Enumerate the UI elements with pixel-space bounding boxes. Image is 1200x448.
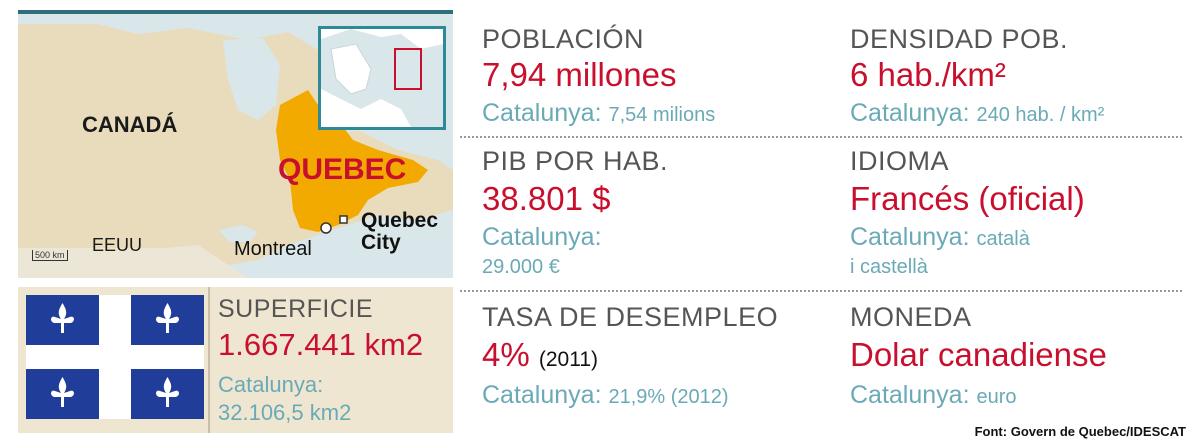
flag-quarter-bottom-left: [26, 369, 99, 419]
pib-value: 38.801 $: [482, 180, 611, 217]
poblacion-compare-value: 7,54 milions: [608, 104, 716, 126]
fleur-de-lis-icon: [156, 303, 179, 333]
densidad-compare: Catalunya: 240 hab. / km²: [850, 98, 1104, 130]
flag-panel: SUPERFICIE 1.667.441 km2 Catalunya: 32.1…: [18, 287, 453, 433]
moneda-compare: Catalunya: euro: [850, 380, 1017, 412]
moneda-title: MONEDA: [850, 302, 972, 332]
superficie-compare-value: 32.106,5 km2: [218, 400, 352, 425]
map-graphic: [18, 24, 453, 278]
label-quebec: QUEBEC: [278, 153, 407, 186]
locator-inset: [318, 26, 446, 130]
quebec-province: [276, 90, 428, 232]
label-eeuu: EEUU: [92, 235, 143, 255]
desempleo-title: TASA DE DESEMPLEO: [482, 302, 779, 332]
densidad-value: 6 hab./km²: [850, 56, 1006, 93]
source-credit: Font: Govern de Quebec/IDESCAT: [974, 424, 1186, 439]
row-divider-1: [460, 136, 1182, 138]
desempleo-compare-label: Catalunya:: [482, 381, 602, 409]
label-quebec-city: Quebec City: [361, 209, 439, 254]
idioma-compare-value-2: i castellà: [850, 256, 928, 278]
label-canada: CANADÁ: [82, 112, 178, 137]
quebec-city-dot: [339, 215, 348, 224]
moneda-value: Dolar canadiense: [850, 336, 1107, 373]
fleur-de-lis-icon: [51, 303, 74, 333]
flag-quarter-bottom-right: [131, 369, 204, 419]
row-divider-2: [460, 290, 1182, 292]
densidad-compare-label: Catalunya:: [850, 99, 970, 127]
pib-compare-value: 29.000 €: [482, 256, 560, 278]
desempleo-compare: Catalunya: 21,9% (2012): [482, 380, 729, 412]
fleur-de-lis-icon: [51, 377, 74, 407]
superficie-title: SUPERFICIE: [218, 295, 374, 323]
idioma-compare: Catalunya: català: [850, 222, 1030, 254]
us-land: [18, 245, 248, 278]
poblacion-compare: Catalunya: 7,54 milions: [482, 98, 715, 130]
flag-divider: [208, 287, 210, 433]
pib-title: PIB POR HAB.: [482, 146, 669, 176]
desempleo-value-wrap: 4% (2011): [482, 336, 598, 374]
label-montreal: Montreal: [234, 238, 312, 260]
densidad-compare-value: 240 hab. / km²: [976, 104, 1105, 126]
densidad-title: DENSIDAD POB.: [850, 24, 1069, 54]
poblacion-title: POBLACIÓN: [482, 24, 645, 54]
desempleo-compare-value: 21,9% (2012): [608, 386, 729, 408]
desempleo-value: 4%: [482, 336, 530, 373]
fleur-de-lis-icon: [156, 377, 179, 407]
pib-compare-label: Catalunya:: [482, 223, 602, 251]
moneda-compare-label: Catalunya:: [850, 381, 970, 409]
inset-graphic: [321, 29, 443, 127]
superficie-compare-label: Catalunya:: [218, 372, 324, 397]
idioma-title: IDIOMA: [850, 146, 950, 176]
quebec-flag: [26, 295, 204, 419]
idioma-compare-value-1: català: [976, 228, 1030, 250]
poblacion-compare-label: Catalunya:: [482, 99, 602, 127]
flag-quarter-top-left: [26, 295, 99, 345]
scale-bar: 500 km: [32, 250, 68, 261]
superficie-value: 1.667.441 km2: [218, 327, 424, 362]
moneda-compare-value: euro: [976, 386, 1017, 408]
desempleo-year: (2011): [538, 348, 599, 371]
poblacion-value: 7,94 millones: [482, 56, 677, 93]
flag-quarter-top-right: [131, 295, 204, 345]
quebec-location-map: CANADÁ QUEBEC EEUU Montreal Quebec City …: [18, 10, 453, 278]
idioma-compare-label: Catalunya:: [850, 223, 970, 251]
great-lakes: [218, 225, 258, 242]
inset-highlight: [394, 48, 422, 90]
montreal-dot: [320, 222, 332, 234]
hudson-bay: [223, 38, 280, 120]
map-top-bar: [18, 10, 453, 14]
idioma-value: Francés (oficial): [850, 180, 1085, 217]
